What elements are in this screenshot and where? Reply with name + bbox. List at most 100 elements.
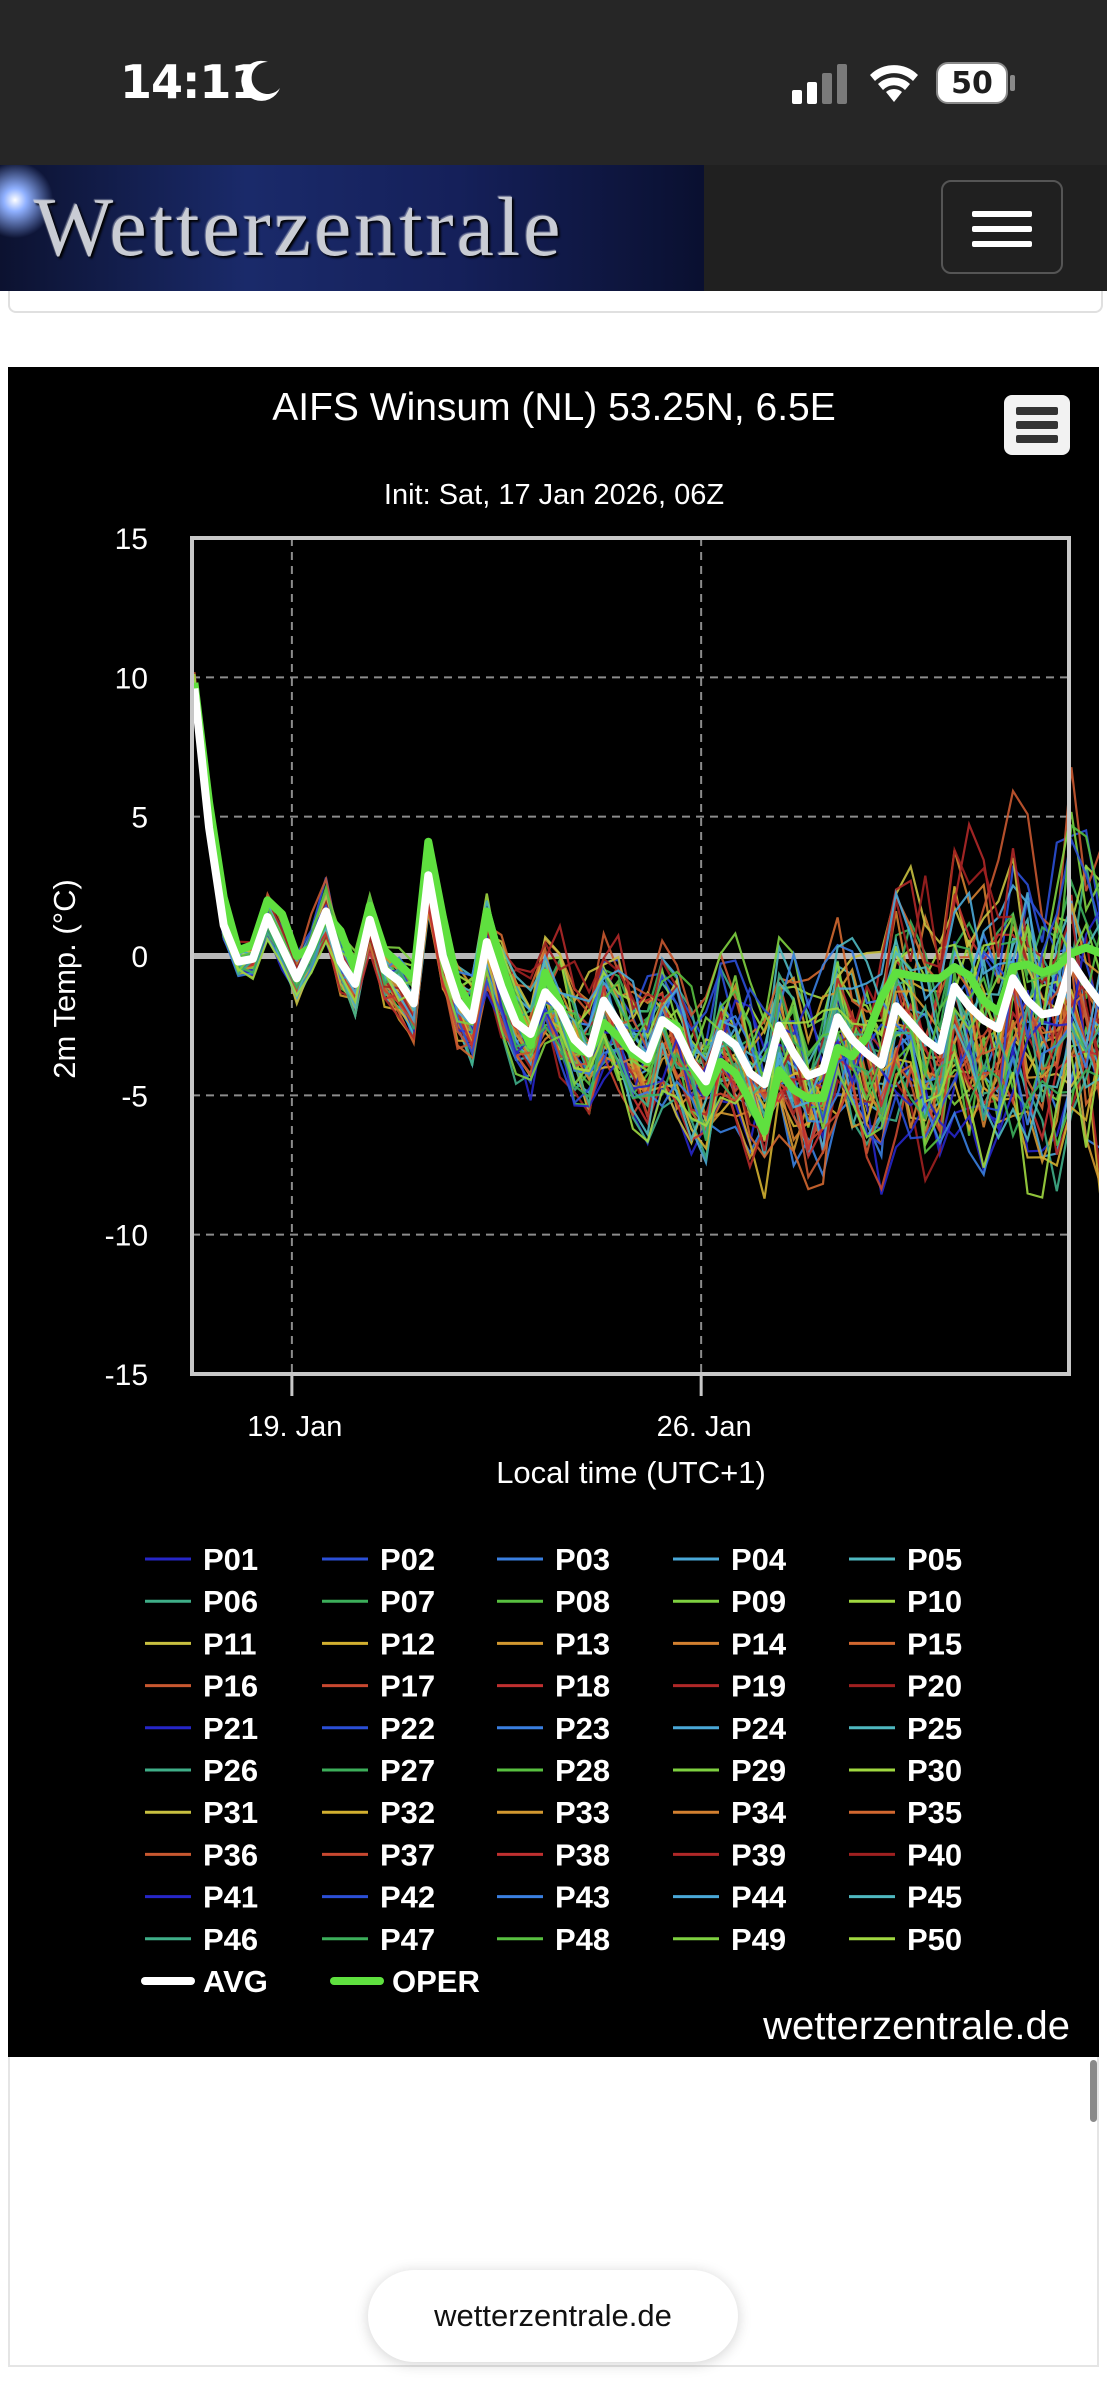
url-address-pill[interactable]: wetterzentrale.de [368, 2270, 738, 2362]
legend-label: P34 [731, 1795, 787, 1830]
legend-item-p28[interactable]: P28 [497, 1753, 610, 1788]
scrollbar-thumb[interactable] [1090, 2060, 1097, 2122]
legend-item-p07[interactable]: P07 [322, 1584, 435, 1619]
legend-label: P41 [203, 1880, 258, 1915]
chart-title: AIFS Winsum (NL) 53.25N, 6.5E [272, 386, 836, 429]
legend-label: P42 [380, 1880, 435, 1915]
legend-label: P25 [907, 1711, 962, 1746]
y-tick-label: -10 [105, 1220, 148, 1253]
legend-label: P14 [731, 1626, 787, 1661]
legend-item-p18[interactable]: P18 [497, 1669, 610, 1704]
legend-label: P12 [380, 1626, 435, 1661]
legend-label: P47 [380, 1922, 435, 1957]
legend-label: OPER [392, 1964, 480, 1999]
legend-item-p39[interactable]: P39 [673, 1837, 786, 1872]
legend-item-p10[interactable]: P10 [849, 1584, 962, 1619]
hamburger-menu-button[interactable] [941, 180, 1063, 274]
battery-level: 50 [951, 66, 993, 101]
legend-item-p08[interactable]: P08 [497, 1584, 610, 1619]
legend-item-p37[interactable]: P37 [322, 1837, 435, 1872]
legend-label: P37 [380, 1837, 435, 1872]
legend-item-p40[interactable]: P40 [849, 1837, 962, 1872]
legend-item-p44[interactable]: P44 [673, 1880, 787, 1915]
legend-item-p27[interactable]: P27 [322, 1753, 435, 1788]
legend-label: P48 [555, 1922, 610, 1957]
y-axis-label: 2m Temp. (°C) [47, 879, 82, 1079]
legend-item-p50[interactable]: P50 [849, 1922, 962, 1957]
legend-item-p12[interactable]: P12 [322, 1626, 435, 1661]
legend-item-p09[interactable]: P09 [673, 1584, 786, 1619]
x-tick-label: 19. Jan [247, 1411, 342, 1443]
legend-item-p25[interactable]: P25 [849, 1711, 962, 1746]
legend-label: P21 [203, 1711, 258, 1746]
legend-item-p31[interactable]: P31 [145, 1795, 258, 1830]
legend-item-p42[interactable]: P42 [322, 1880, 435, 1915]
legend-label: P29 [731, 1753, 786, 1788]
legend-label: P22 [380, 1711, 435, 1746]
legend-item-p11[interactable]: P11 [145, 1626, 256, 1661]
legend-item-p46[interactable]: P46 [145, 1922, 258, 1957]
legend-label: P27 [380, 1753, 435, 1788]
legend-item-p15[interactable]: P15 [849, 1626, 962, 1661]
hamburger-menu-icon-bar [972, 241, 1032, 247]
legend-item-p47[interactable]: P47 [322, 1922, 435, 1957]
legend-item-p45[interactable]: P45 [849, 1880, 962, 1915]
legend-item-p23[interactable]: P23 [497, 1711, 610, 1746]
plot-frame [190, 536, 1071, 1376]
legend-item-p24[interactable]: P24 [673, 1711, 787, 1746]
legend-item-p19[interactable]: P19 [673, 1669, 786, 1704]
legend-label: P40 [907, 1837, 962, 1872]
legend-item-oper[interactable]: OPER [330, 1964, 480, 1999]
legend-item-p14[interactable]: P14 [673, 1626, 787, 1661]
legend-item-p43[interactable]: P43 [497, 1880, 610, 1915]
chart-subtitle: Init: Sat, 17 Jan 2026, 06Z [384, 479, 724, 511]
legend-item-p06[interactable]: P06 [145, 1584, 258, 1619]
legend-label: P06 [203, 1584, 258, 1619]
legend-item-p36[interactable]: P36 [145, 1837, 258, 1872]
legend-label: P28 [555, 1753, 610, 1788]
legend-item-p13[interactable]: P13 [497, 1626, 610, 1661]
legend-item-p38[interactable]: P38 [497, 1837, 610, 1872]
legend-item-p03[interactable]: P03 [497, 1542, 610, 1577]
legend-label: P24 [731, 1711, 787, 1746]
hamburger-menu-icon [972, 211, 1032, 217]
hamburger-menu-icon-bar [972, 226, 1032, 232]
legend-label: P08 [555, 1584, 610, 1619]
legend-label: P45 [907, 1880, 962, 1915]
legend-label: P30 [907, 1753, 962, 1788]
legend-item-p02[interactable]: P02 [322, 1542, 435, 1577]
legend-label: P11 [203, 1626, 256, 1661]
chart-export-menu-button[interactable] [1004, 395, 1070, 455]
legend-item-p17[interactable]: P17 [322, 1669, 435, 1704]
battery-icon [936, 62, 1015, 104]
legend-item-p41[interactable]: P41 [145, 1880, 258, 1915]
status-bar: 14:11 50 [0, 0, 1107, 165]
site-logo[interactable]: Wetterzentrale [0, 165, 704, 291]
legend-item-p32[interactable]: P32 [322, 1795, 435, 1830]
legend-item-p48[interactable]: P48 [497, 1922, 610, 1957]
legend-label: P03 [555, 1542, 610, 1577]
legend-label: P13 [555, 1626, 610, 1661]
legend-item-p33[interactable]: P33 [497, 1795, 610, 1830]
content-card-edge [8, 291, 1103, 313]
wifi-icon [870, 65, 918, 102]
legend-item-avg[interactable]: AVG [141, 1964, 268, 1999]
series-line-p38 [193, 697, 1099, 1160]
legend-item-p01[interactable]: P01 [145, 1542, 258, 1577]
legend-item-p20[interactable]: P20 [849, 1669, 962, 1704]
legend-item-p49[interactable]: P49 [673, 1922, 786, 1957]
legend-label: P23 [555, 1711, 610, 1746]
y-tick-label: 10 [115, 662, 148, 695]
legend-item-p22[interactable]: P22 [322, 1711, 435, 1746]
legend-item-p26[interactable]: P26 [145, 1753, 258, 1788]
export-menu-icon-bar [1016, 421, 1058, 429]
legend-item-p21[interactable]: P21 [145, 1711, 258, 1746]
legend-item-p05[interactable]: P05 [849, 1542, 962, 1577]
legend-item-p34[interactable]: P34 [673, 1795, 787, 1830]
legend-item-p16[interactable]: P16 [145, 1669, 258, 1704]
legend-item-p04[interactable]: P04 [673, 1542, 787, 1577]
legend-item-p35[interactable]: P35 [849, 1795, 962, 1830]
legend-item-p30[interactable]: P30 [849, 1753, 962, 1788]
export-menu-icon [1016, 407, 1058, 415]
legend-item-p29[interactable]: P29 [673, 1753, 786, 1788]
